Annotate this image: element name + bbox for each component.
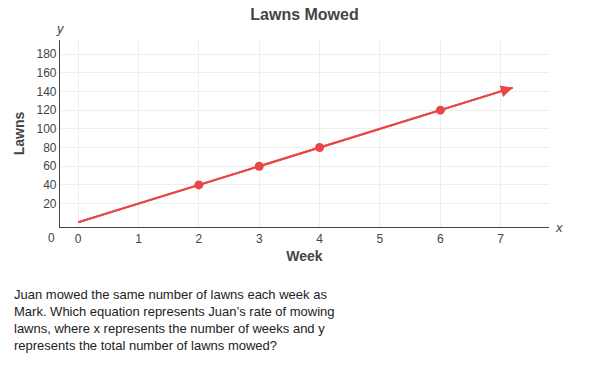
svg-text:120: 120: [36, 103, 56, 117]
svg-text:20: 20: [43, 197, 57, 211]
svg-text:Lawns: Lawns: [11, 112, 27, 156]
svg-text:1: 1: [135, 232, 142, 246]
svg-text:140: 140: [36, 85, 56, 99]
svg-text:Week: Week: [286, 248, 323, 264]
svg-text:x: x: [555, 220, 563, 235]
svg-text:80: 80: [43, 141, 57, 155]
svg-text:180: 180: [36, 47, 56, 61]
svg-text:Lawns Mowed: Lawns Mowed: [250, 6, 358, 23]
svg-text:7: 7: [497, 232, 504, 246]
svg-text:Juan mowed the same number of: Juan mowed the same number of lawns each…: [14, 287, 335, 353]
svg-text:3: 3: [256, 232, 263, 246]
svg-text:4: 4: [316, 232, 323, 246]
svg-text:160: 160: [36, 66, 56, 80]
svg-text:60: 60: [43, 159, 57, 173]
svg-text:5: 5: [377, 232, 384, 246]
svg-text:y: y: [56, 21, 65, 36]
svg-text:0: 0: [75, 232, 82, 246]
svg-text:0: 0: [48, 231, 55, 245]
svg-text:100: 100: [36, 122, 56, 136]
svg-text:2: 2: [196, 232, 203, 246]
svg-text:40: 40: [43, 178, 57, 192]
svg-text:6: 6: [437, 232, 444, 246]
